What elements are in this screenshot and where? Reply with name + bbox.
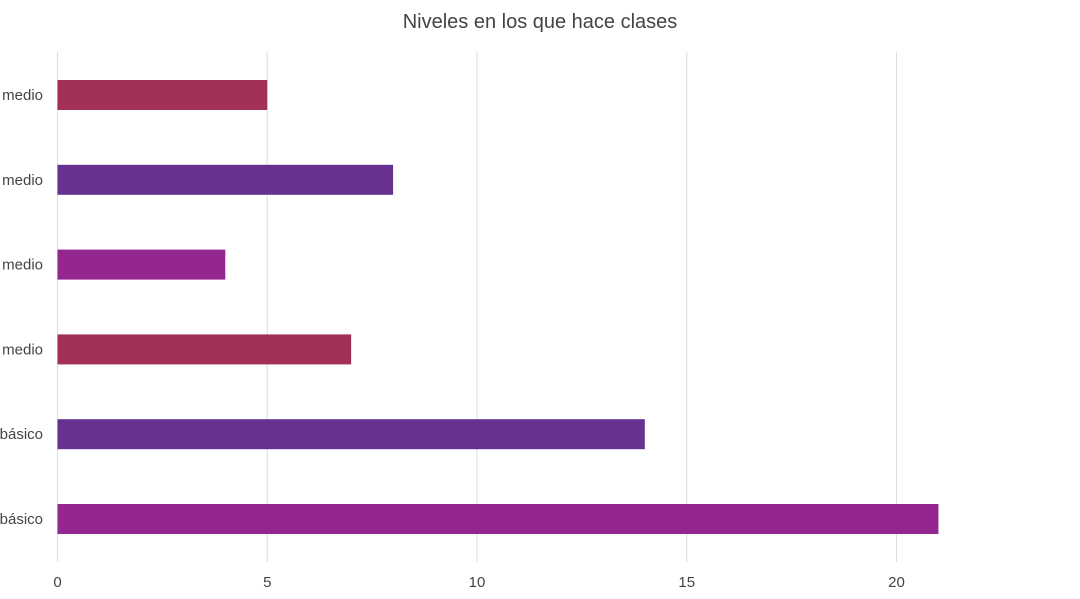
x-tick-label: 5 [263, 574, 271, 591]
grid-layer [57, 52, 897, 562]
y-tick-label: medio [2, 341, 43, 358]
x-axis-labels: 0 5 10 15 20 [53, 574, 905, 591]
bar [57, 249, 226, 280]
bar [57, 504, 939, 534]
x-tick-label: 0 [53, 574, 61, 591]
y-tick-label: básico [0, 511, 43, 528]
bar-layer [57, 80, 939, 534]
y-tick-label: básico [0, 426, 43, 443]
x-tick-label: 10 [469, 574, 486, 591]
chart-title: Niveles en los que hace clases [403, 11, 678, 33]
bar [57, 80, 268, 110]
y-axis-labels: medio medio medio medio básico básico [0, 87, 43, 528]
y-tick-label: medio [2, 172, 43, 189]
bar [57, 419, 645, 450]
x-tick-label: 15 [678, 574, 695, 591]
bar [57, 164, 394, 195]
y-tick-label: medio [2, 87, 43, 104]
y-tick-label: medio [2, 257, 43, 274]
x-tick-label: 20 [888, 574, 905, 591]
bar [57, 334, 352, 365]
